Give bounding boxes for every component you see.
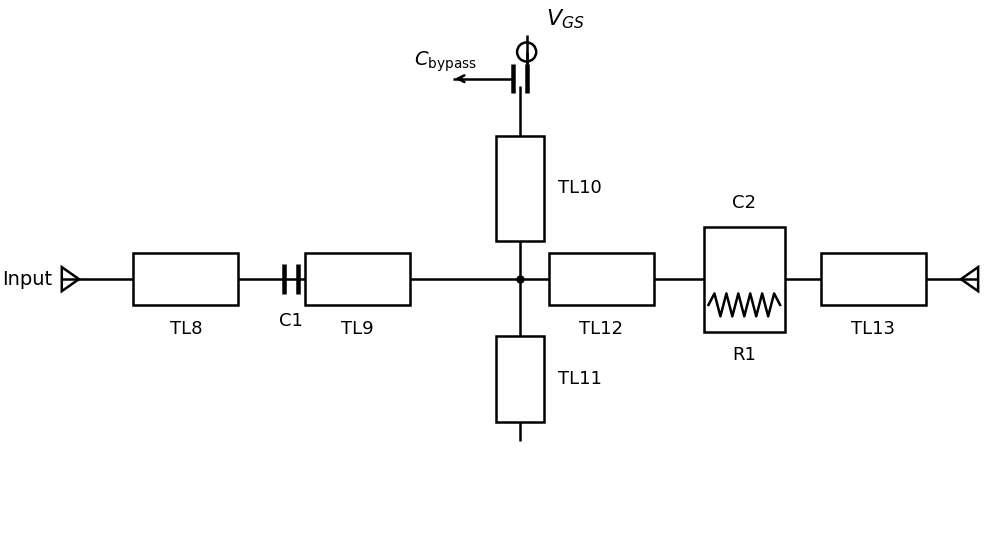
- Bar: [305, 253, 410, 305]
- Text: TL10: TL10: [558, 179, 602, 197]
- Text: $C_{\mathregular{bypass}}$: $C_{\mathregular{bypass}}$: [414, 49, 477, 74]
- Text: TL11: TL11: [558, 370, 602, 389]
- Bar: [496, 136, 544, 241]
- Text: TL13: TL13: [851, 320, 895, 338]
- Text: $V_{GS}$: $V_{GS}$: [546, 8, 584, 31]
- Text: R1: R1: [732, 346, 756, 364]
- Text: Input: Input: [2, 269, 52, 289]
- Text: TL9: TL9: [341, 320, 374, 338]
- Bar: [496, 337, 544, 422]
- Bar: [821, 253, 926, 305]
- Text: TL8: TL8: [170, 320, 202, 338]
- Text: C1: C1: [279, 312, 303, 330]
- Bar: [549, 253, 654, 305]
- Text: TL12: TL12: [579, 320, 623, 338]
- Bar: [704, 227, 785, 332]
- Bar: [133, 253, 238, 305]
- Text: C2: C2: [732, 195, 756, 212]
